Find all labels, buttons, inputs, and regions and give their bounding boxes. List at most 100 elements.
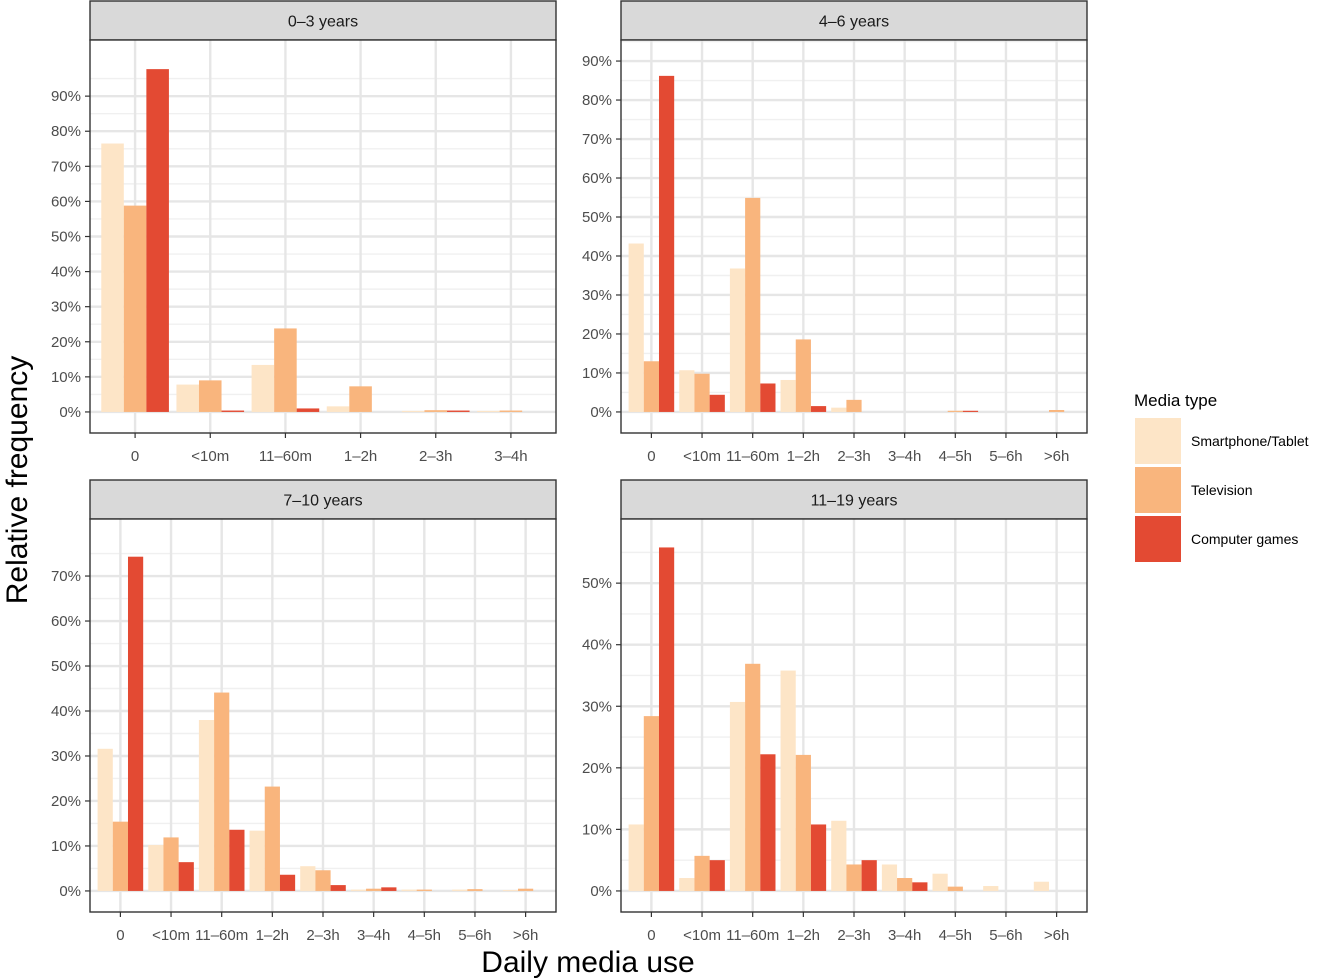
legend-label: Smartphone/Tablet — [1191, 433, 1309, 449]
y-tick-label: 0% — [59, 883, 81, 900]
bar — [947, 886, 963, 891]
y-tick-label: 70% — [51, 568, 81, 585]
bar — [350, 889, 367, 891]
x-tick-label: 0 — [647, 448, 655, 465]
x-tick-label: <10m — [683, 448, 721, 465]
bar — [467, 889, 483, 891]
y-tick-label: 20% — [582, 760, 612, 777]
y-tick-label: 10% — [51, 838, 81, 855]
x-tick-label: <10m — [191, 448, 229, 465]
facet-strip — [89, 0, 557, 41]
bar — [881, 864, 898, 891]
facet-strip — [620, 0, 1088, 41]
panel-4: 11–19 years 0% 10% 20% 30% 40% 50% 0 <10m 11–60m 1… — [582, 479, 1088, 944]
bar — [846, 399, 862, 412]
bar — [810, 824, 827, 891]
bar — [416, 889, 432, 891]
bar — [745, 663, 761, 891]
bar — [745, 197, 761, 412]
y-tick-label: 70% — [582, 131, 612, 148]
bar — [452, 889, 468, 891]
bar — [330, 885, 346, 891]
y-tick-label: 20% — [582, 326, 612, 343]
bar — [148, 845, 164, 891]
x-tick-label: >6h — [1044, 448, 1069, 465]
x-tick-label: 1–2h — [787, 927, 820, 944]
bar — [127, 556, 144, 891]
x-tick-label: 4–5h — [408, 927, 441, 944]
facet-title: 11–19 years — [811, 493, 898, 510]
legend-label: Television — [1191, 482, 1252, 498]
y-tick-label: 0% — [590, 883, 612, 900]
facet-title: 4–6 years — [819, 14, 889, 31]
bar — [477, 410, 500, 412]
x-tick-label: 5–6h — [458, 927, 491, 944]
bar — [780, 670, 796, 891]
bar — [760, 754, 776, 891]
x-tick-label: 0 — [131, 448, 139, 465]
bar — [694, 855, 710, 891]
bar — [264, 786, 280, 891]
bar — [1033, 881, 1050, 891]
x-tick-label: 11–60m — [259, 448, 312, 465]
panel-3: 7–10 years 0% 10% 20% 30% 40% 50% 60% 70% 0 <10m 11… — [51, 479, 557, 944]
x-tick-label: 5–6h — [989, 448, 1022, 465]
x-tick-label: 3–4h — [888, 448, 921, 465]
y-axis-title: Relative frequency — [1, 356, 34, 604]
bar — [300, 866, 316, 891]
x-tick-label: 11–60m — [195, 927, 248, 944]
bar — [658, 547, 675, 891]
bar — [897, 878, 913, 891]
bar — [709, 394, 725, 412]
y-tick-label: 70% — [51, 158, 81, 175]
bar — [146, 69, 169, 412]
bar — [694, 373, 710, 412]
x-tick-label: 5–6h — [989, 927, 1022, 944]
bar — [643, 361, 659, 412]
bar — [658, 75, 675, 412]
bar — [795, 339, 811, 412]
bar — [729, 268, 746, 412]
legend: Media type Smartphone/Tablet Television Co… — [1134, 391, 1309, 562]
x-tick-label: 0 — [647, 927, 655, 944]
y-tick-label: 30% — [582, 287, 612, 304]
x-tick-label: 3–4h — [357, 927, 390, 944]
y-tick-label: 50% — [582, 575, 612, 592]
y-tick-label: 0% — [590, 404, 612, 421]
y-tick-label: 80% — [582, 92, 612, 109]
bar — [861, 860, 877, 891]
bar — [831, 820, 847, 891]
bar — [198, 719, 215, 891]
bar — [1049, 409, 1065, 412]
chart-panels: 0–3 years 0% 10% 20% 30% 40% 50% 60% 70% 80% 90% 0 <… — [51, 0, 1088, 944]
y-tick-label: 10% — [582, 365, 612, 382]
bar — [101, 143, 124, 412]
x-tick-label: 1–2h — [256, 927, 289, 944]
bar — [447, 410, 470, 412]
y-tick-label: 20% — [51, 793, 81, 810]
bar — [709, 860, 725, 891]
x-tick-label: 3–4h — [494, 448, 527, 465]
bar — [249, 830, 265, 891]
bar — [499, 410, 523, 412]
legend-swatch — [1135, 467, 1181, 513]
bar — [198, 380, 222, 412]
bar — [912, 882, 928, 891]
y-tick-label: 30% — [582, 698, 612, 715]
legend-items: Smartphone/Tablet Television Computer game… — [1135, 418, 1309, 562]
bar — [326, 406, 350, 412]
bar — [112, 821, 128, 891]
bar — [983, 886, 999, 891]
y-tick-label: 60% — [51, 613, 81, 630]
bar — [679, 878, 695, 891]
bar — [401, 410, 425, 412]
y-tick-label: 40% — [582, 637, 612, 654]
bar — [366, 888, 382, 891]
y-tick-label: 60% — [582, 170, 612, 187]
facet-strip — [620, 479, 1088, 520]
y-tick-label: 40% — [51, 703, 81, 720]
y-tick-label: 20% — [51, 334, 81, 351]
bar — [831, 407, 847, 412]
bar — [214, 692, 230, 891]
